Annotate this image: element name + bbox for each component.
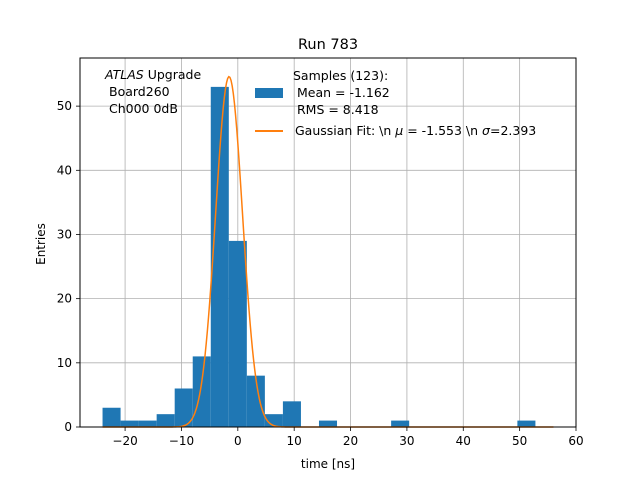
histogram-bar xyxy=(228,240,247,427)
plot-frame xyxy=(79,57,577,428)
x-tick-label: 0 xyxy=(234,434,242,448)
atlas-annotation: ATLAS Upgrade Board260 Ch000 0dB xyxy=(104,67,201,116)
x-axis-ticks: −20 −10 0 10 20 30 40 50 60 xyxy=(112,427,584,448)
annotation-line-1: ATLAS Upgrade xyxy=(104,67,201,82)
legend-histogram-line-3: RMS = 8.418 xyxy=(293,102,379,117)
histogram-bar xyxy=(192,356,211,427)
histogram-bar xyxy=(246,375,265,427)
legend-fit-mu: μ xyxy=(394,123,403,138)
histogram-bar xyxy=(391,420,410,427)
annotation-line-2: Board260 xyxy=(109,84,170,99)
annotation-upgrade: Upgrade xyxy=(144,67,202,82)
legend-fit-prefix: Gaussian Fit: \n xyxy=(295,123,395,138)
histogram-bar xyxy=(210,86,229,427)
x-tick-label: 20 xyxy=(343,434,358,448)
x-tick-label: 40 xyxy=(456,434,471,448)
legend-histogram-swatch xyxy=(255,88,283,98)
legend-histogram-line-1: Samples (123): xyxy=(293,68,388,83)
y-tick-label: 10 xyxy=(57,356,72,370)
histogram-bar xyxy=(517,420,536,427)
annotation-line-3: Ch000 0dB xyxy=(109,101,178,116)
histogram-bars xyxy=(102,86,536,427)
histogram-bar xyxy=(174,388,193,427)
legend-fit-label: Gaussian Fit: \n μ = -1.553 \n σ=2.393 xyxy=(295,123,536,138)
y-tick-label: 20 xyxy=(57,292,72,306)
grid-lines xyxy=(80,58,577,428)
y-tick-label: 40 xyxy=(57,163,72,177)
x-tick-label: 10 xyxy=(287,434,302,448)
legend-fit-mid: = -1.553 \n xyxy=(403,123,482,138)
histogram-bar xyxy=(120,420,139,427)
y-tick-label: 30 xyxy=(57,227,72,241)
histogram-bar xyxy=(138,420,157,427)
x-tick-label: 50 xyxy=(512,434,527,448)
y-axis-label: Entries xyxy=(34,223,48,265)
legend-fit-suffix: =2.393 xyxy=(490,123,536,138)
y-tick-label: 0 xyxy=(64,420,72,434)
legend: Samples (123): Mean = -1.162 RMS = 8.418… xyxy=(255,68,536,138)
histogram-bar xyxy=(318,420,338,427)
histogram-bar xyxy=(282,401,301,427)
x-tick-label: 60 xyxy=(568,434,583,448)
legend-fit-sigma: σ xyxy=(482,123,491,138)
y-axis-ticks: 0 10 20 30 40 50 xyxy=(57,99,80,434)
histogram-bar xyxy=(102,407,121,427)
x-tick-label: −10 xyxy=(169,434,194,448)
histogram-bar xyxy=(156,414,175,427)
x-axis-label: time [ns] xyxy=(301,457,355,471)
chart-title: Run 783 xyxy=(298,37,358,53)
x-tick-label: −20 xyxy=(112,434,137,448)
x-tick-label: 30 xyxy=(399,434,414,448)
legend-histogram-line-2: Mean = -1.162 xyxy=(293,85,390,100)
y-tick-label: 50 xyxy=(57,99,72,113)
annotation-atlas: ATLAS xyxy=(104,67,144,82)
